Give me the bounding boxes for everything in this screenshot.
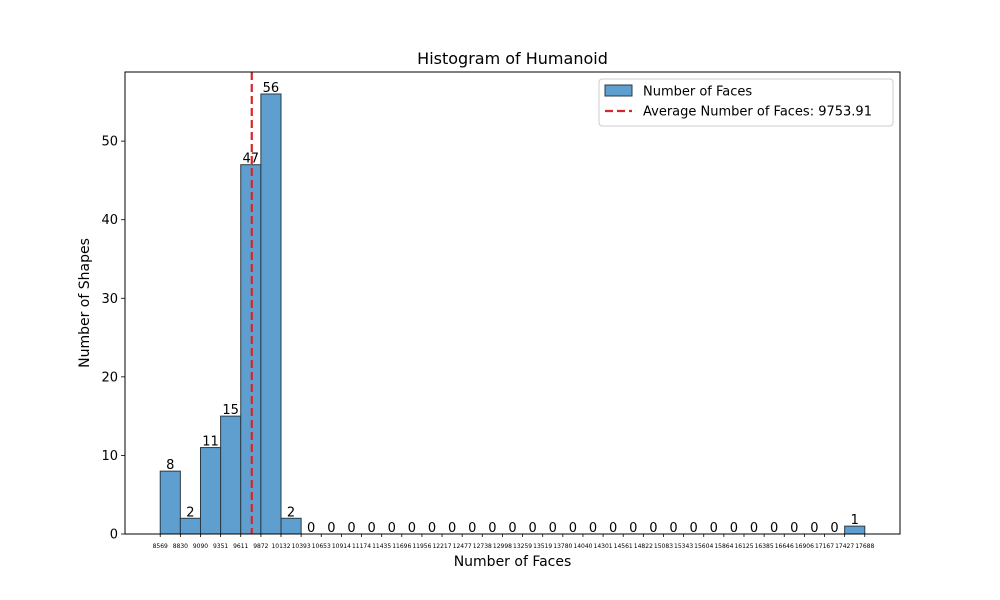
legend-bar-swatch xyxy=(604,84,633,97)
x-tick-label: 11956 xyxy=(412,543,431,550)
x-tick-label: 12217 xyxy=(432,543,451,550)
bar-value-label: 0 xyxy=(750,521,758,536)
bar-value-label: 0 xyxy=(388,521,396,536)
histogram-bar xyxy=(260,93,282,535)
x-tick-label: 17688 xyxy=(855,543,874,550)
legend-box xyxy=(598,78,894,127)
bar-value-labels: 821115475620000000000000000000000000001 xyxy=(166,81,859,536)
bar-value-label: 0 xyxy=(690,521,698,536)
x-tick-label: 16906 xyxy=(795,543,814,550)
histogram-bar xyxy=(179,517,201,535)
x-tick-label: 15604 xyxy=(694,543,713,550)
x-tick-label: 15083 xyxy=(654,543,673,550)
bar-value-label: 8 xyxy=(166,458,174,473)
x-tick-label: 17167 xyxy=(815,543,834,550)
x-tick-label: 9090 xyxy=(193,543,208,550)
x-tick-label: 13780 xyxy=(553,543,572,550)
bar-value-label: 0 xyxy=(508,521,516,536)
histogram-bar xyxy=(280,517,302,535)
bar-value-label: 0 xyxy=(549,521,557,536)
bar-value-label: 0 xyxy=(810,521,818,536)
x-tick-label: 13519 xyxy=(533,543,552,550)
x-tick-label: 10914 xyxy=(332,543,351,550)
x-tick-label: 11174 xyxy=(352,543,371,550)
bar-value-label: 2 xyxy=(287,505,295,520)
bar-value-label: 0 xyxy=(629,521,637,536)
x-tick-label: 12998 xyxy=(493,543,512,550)
x-tick-label: 16125 xyxy=(734,543,753,550)
bar-value-label: 0 xyxy=(770,521,778,536)
bar-value-label: 0 xyxy=(347,521,355,536)
x-tick-label: 16646 xyxy=(775,543,794,550)
legend: Number of Faces Average Number of Faces:… xyxy=(598,78,894,127)
bar-value-label: 0 xyxy=(609,521,617,536)
bar-value-label: 0 xyxy=(790,521,798,536)
x-tick-label: 14822 xyxy=(634,543,653,550)
x-tick-label: 15864 xyxy=(714,543,733,550)
x-tick-label: 12477 xyxy=(453,543,472,550)
bar-value-label: 0 xyxy=(408,521,416,536)
y-tick-label: 30 xyxy=(101,292,118,307)
bar-value-label: 0 xyxy=(669,521,677,536)
bar-value-label: 0 xyxy=(710,521,718,536)
y-axis-label: Number of Shapes xyxy=(77,238,93,368)
bar-value-label: 2 xyxy=(186,505,194,520)
x-tick-label: 9872 xyxy=(253,543,268,550)
x-tick-label: 8830 xyxy=(173,543,188,550)
x-tick-label: 9611 xyxy=(233,543,248,550)
x-tick-label: 14301 xyxy=(594,543,613,550)
histogram-bar xyxy=(199,447,222,535)
y-tick-label: 50 xyxy=(101,135,118,150)
x-tick-label: 16385 xyxy=(755,543,774,550)
bar-value-label: 0 xyxy=(589,521,597,536)
bar-value-label: 0 xyxy=(730,521,738,536)
x-tick-label: 11435 xyxy=(372,543,391,550)
y-axis-ticks: 0 10 20 30 40 50 xyxy=(101,135,125,543)
bar-value-label: 0 xyxy=(327,521,335,536)
plot-frame xyxy=(124,71,901,535)
bar-value-label: 0 xyxy=(649,521,657,536)
x-axis-label: Number of Faces xyxy=(454,554,572,570)
x-tick-label: 10132 xyxy=(271,543,290,550)
x-tick-label: 8569 xyxy=(153,543,168,550)
x-tick-label: 15343 xyxy=(674,543,693,550)
x-tick-label: 17427 xyxy=(835,543,854,550)
y-tick-label: 10 xyxy=(101,449,118,464)
bars-layer xyxy=(159,93,866,535)
bar-value-label: 0 xyxy=(528,521,536,536)
x-tick-label: 10393 xyxy=(292,543,311,550)
legend-line-label: Average Number of Faces: 9753.91 xyxy=(643,105,872,120)
bar-value-label: 0 xyxy=(448,521,456,536)
x-tick-label: 12738 xyxy=(473,543,492,550)
x-tick-label: 9351 xyxy=(213,543,228,550)
x-tick-label: 14040 xyxy=(573,543,592,550)
bar-value-label: 0 xyxy=(468,521,476,536)
x-tick-label: 10653 xyxy=(312,543,331,550)
chart-title: Histogram of Humanoid xyxy=(417,49,608,68)
bar-value-label: 0 xyxy=(830,521,838,536)
x-tick-label: 13259 xyxy=(513,543,532,550)
histogram-bar xyxy=(220,415,242,535)
x-axis-ticks: 8569 8830 9090 9351 9611 9872 10132 10393 10653 1… xyxy=(153,534,874,550)
bar-value-label: 0 xyxy=(367,521,375,536)
bar-value-label: 0 xyxy=(428,521,436,536)
y-tick-label: 0 xyxy=(110,528,118,543)
y-tick-label: 40 xyxy=(101,213,118,228)
bar-value-label: 0 xyxy=(307,521,315,536)
legend-bar-label: Number of Faces xyxy=(643,85,752,100)
bar-value-label: 15 xyxy=(222,403,239,418)
x-tick-label: 14561 xyxy=(614,543,633,550)
bar-value-label: 0 xyxy=(569,521,577,536)
bar-value-label: 11 xyxy=(202,435,219,450)
bar-value-label: 1 xyxy=(851,513,859,528)
bar-value-label: 56 xyxy=(263,81,280,96)
bar-value-label: 0 xyxy=(488,521,496,536)
axes xyxy=(124,71,901,535)
y-tick-label: 20 xyxy=(101,370,118,385)
x-tick-label: 11696 xyxy=(392,543,411,550)
histogram-bar xyxy=(159,470,181,535)
